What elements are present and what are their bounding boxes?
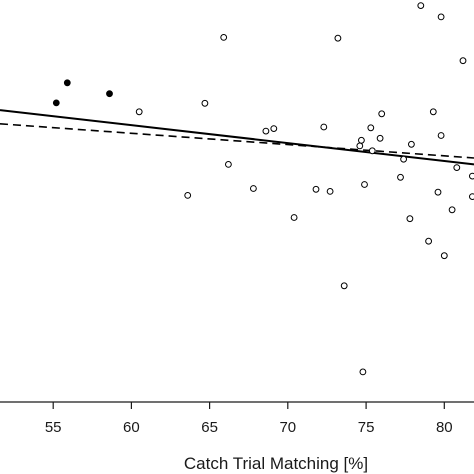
data-point-open <box>400 155 408 163</box>
plot-area <box>0 2 474 376</box>
data-point-open <box>469 172 474 180</box>
regression-line-solid <box>0 109 474 166</box>
data-point-open <box>201 99 209 107</box>
data-point-open <box>326 188 334 195</box>
data-point-open <box>368 147 376 155</box>
data-point-open <box>429 108 437 116</box>
x-tick-label: 75 <box>358 419 375 436</box>
x-tick-label: 55 <box>45 419 62 436</box>
data-point-open <box>469 193 474 200</box>
data-point-open <box>376 134 384 142</box>
data-point-open <box>453 164 461 172</box>
data-point-open <box>437 13 445 21</box>
data-point-open <box>135 108 143 116</box>
data-point-open <box>320 123 328 131</box>
x-tick-label: 60 <box>123 419 140 436</box>
data-point-open <box>417 2 425 9</box>
data-point-open <box>397 173 404 181</box>
data-point-open <box>225 161 232 168</box>
data-point-open <box>184 192 192 199</box>
data-point-open <box>425 237 433 245</box>
data-point-filled <box>63 79 71 87</box>
data-point-open <box>358 136 365 144</box>
data-point-open <box>359 368 367 376</box>
x-axis-title: Catch Trial Matching [%] <box>184 454 368 473</box>
x-tick-label: 80 <box>436 419 453 436</box>
data-point-open <box>361 181 368 188</box>
x-axis-ticks: 55 60 65 70 75 80 <box>45 402 453 436</box>
data-point-filled <box>106 90 113 98</box>
regression-line-dashed <box>0 123 474 159</box>
data-point-open <box>406 215 414 223</box>
data-point-open <box>290 214 298 221</box>
data-point-open <box>356 142 364 150</box>
data-point-open <box>408 140 415 148</box>
data-point-open <box>312 185 320 193</box>
data-point-open <box>270 125 278 133</box>
data-point-open <box>440 252 448 260</box>
x-tick-label: 65 <box>201 419 218 436</box>
data-point-open <box>459 57 467 65</box>
data-point-open <box>340 282 348 290</box>
data-point-open <box>378 110 386 118</box>
data-point-open <box>334 34 342 42</box>
data-points <box>52 2 474 376</box>
data-point-open <box>434 188 442 196</box>
x-tick-label: 70 <box>279 419 296 436</box>
data-point-open <box>250 185 257 192</box>
data-point-open <box>367 124 375 132</box>
data-point-open <box>220 34 228 41</box>
fit-lines <box>0 109 474 166</box>
data-point-open <box>437 132 445 139</box>
data-point-open <box>262 127 270 135</box>
data-point-open <box>448 206 456 214</box>
data-point-filled <box>52 99 60 107</box>
